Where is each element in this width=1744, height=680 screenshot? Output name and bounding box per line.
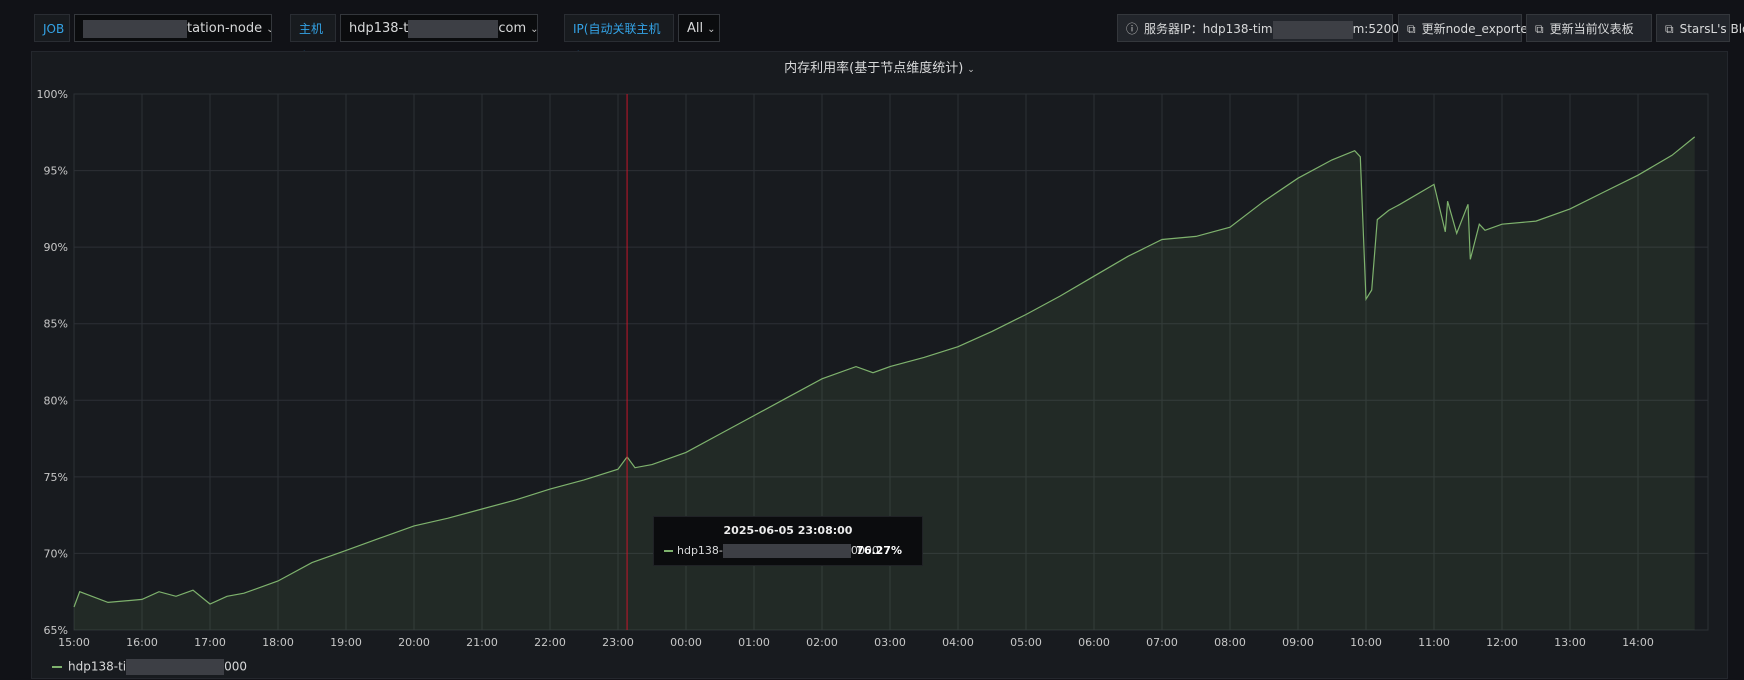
- tooltip-row: hdp138- 0000: 76.27%: [664, 544, 912, 558]
- host-select[interactable]: hdp138-t com ⌄: [340, 14, 538, 42]
- info-icon: ⓘ: [1126, 22, 1139, 36]
- chevron-down-icon: ⌄: [967, 65, 975, 75]
- blog-label: StarsL's Blog: [1679, 22, 1744, 36]
- server-ip-link[interactable]: ⓘ 服务器IP：hdp138-tim m:52000: [1117, 14, 1407, 42]
- series-line: [73, 136, 1696, 608]
- chart-grid: [73, 93, 1709, 631]
- x-tick-label: 08:00: [1214, 636, 1246, 649]
- tooltip-value: 76.27%: [856, 544, 902, 557]
- y-tick-label: 65%: [44, 624, 68, 637]
- x-tick-label: 01:00: [738, 636, 770, 649]
- chevron-down-icon: ⌄: [266, 24, 271, 35]
- update-exporter-label: 更新node_exporter: [1421, 22, 1533, 36]
- x-tick-label: 23:00: [602, 636, 634, 649]
- y-tick-label: 75%: [44, 471, 68, 484]
- update-dashboard-label: 更新当前仪表板: [1549, 22, 1634, 36]
- tooltip-series-suffix: 0000:: [850, 544, 883, 557]
- external-link-icon: ⧉: [1665, 22, 1674, 36]
- x-tick-label: 10:00: [1350, 636, 1382, 649]
- tooltip-time: 2025-06-05 23:08:00: [723, 524, 853, 537]
- y-tick-label: 85%: [44, 318, 68, 331]
- server-ip-prefix: 服务器IP：hdp138-tim: [1144, 22, 1273, 36]
- x-tick-label: 20:00: [398, 636, 430, 649]
- update-dashboard-button[interactable]: ⧉ 更新当前仪表板: [1526, 14, 1652, 42]
- series-area: [74, 136, 1695, 630]
- x-tick-label: 12:00: [1486, 636, 1518, 649]
- update-exporter-button[interactable]: ⧉ 更新node_exporter: [1398, 14, 1533, 42]
- y-tick-label: 100%: [37, 88, 68, 101]
- y-tick-label: 95%: [44, 165, 68, 178]
- x-tick-label: 04:00: [942, 636, 974, 649]
- ip-select[interactable]: All ⌄: [678, 14, 720, 42]
- x-tick-label: 06:00: [1078, 636, 1110, 649]
- x-tick-label: 19:00: [330, 636, 362, 649]
- x-tick-label: 00:00: [670, 636, 702, 649]
- x-tick-label: 21:00: [466, 636, 498, 649]
- host-select-prefix: hdp138-t: [349, 21, 409, 36]
- y-tick-label: 90%: [44, 241, 68, 254]
- x-tick-label: 16:00: [126, 636, 158, 649]
- legend-series-suffix: 000: [224, 659, 248, 674]
- x-tick-label: 13:00: [1554, 636, 1586, 649]
- job-label: JOB: [34, 14, 70, 42]
- hover-tooltip: 2025-06-05 23:08:00 hdp138- 0000: 76.27%: [653, 516, 923, 566]
- x-tick-label: 11:00: [1418, 636, 1450, 649]
- redacted-block: [83, 19, 187, 38]
- y-tick-label: 80%: [44, 394, 68, 407]
- y-tick-label: 70%: [44, 547, 68, 560]
- panel-title-text: 内存利用率(基于节点维度统计): [784, 61, 964, 76]
- server-ip-suffix: m:52000: [1352, 22, 1407, 36]
- ip-select-value: All: [687, 21, 704, 36]
- x-tick-label: 17:00: [194, 636, 226, 649]
- legend-series-prefix: hdp138-ti: [68, 659, 127, 674]
- redacted-block: [408, 19, 499, 38]
- x-tick-label: 18:00: [262, 636, 294, 649]
- job-select-value: tation-node: [187, 21, 263, 36]
- series-swatch: [52, 666, 62, 668]
- x-tick-label: 14:00: [1622, 636, 1654, 649]
- y-axis: 65% 70% 75% 80% 85% 90% 95% 100%: [37, 88, 68, 637]
- redacted-block: [126, 659, 225, 675]
- legend[interactable]: hdp138-ti 000: [52, 659, 247, 675]
- x-tick-label: 15:00: [58, 636, 90, 649]
- external-link-icon: ⧉: [1535, 22, 1544, 36]
- external-link-icon: ⧉: [1407, 22, 1416, 36]
- redacted-block: [1272, 20, 1353, 39]
- x-tick-label: 02:00: [806, 636, 838, 649]
- series-swatch: [664, 550, 673, 552]
- tooltip-series-prefix: hdp138-: [677, 544, 723, 557]
- graph-panel: 内存利用率(基于节点维度统计) ⌄: [31, 51, 1728, 679]
- panel-title[interactable]: 内存利用率(基于节点维度统计) ⌄: [32, 57, 1727, 76]
- x-tick-label: 07:00: [1146, 636, 1178, 649]
- x-tick-label: 22:00: [534, 636, 566, 649]
- host-select-suffix: com: [498, 21, 527, 36]
- chevron-down-icon: ⌄: [707, 24, 716, 35]
- x-tick-label: 03:00: [874, 636, 906, 649]
- job-select[interactable]: tation-node⌄: [74, 14, 272, 42]
- blog-button[interactable]: ⧉ StarsL's Blog: [1656, 14, 1744, 42]
- redacted-block: [722, 544, 851, 558]
- x-tick-label: 09:00: [1282, 636, 1314, 649]
- chevron-down-icon: ⌄: [530, 24, 538, 35]
- x-axis: 15:00 16:00 17:00 18:00 19:00 20:00 21:00 22:00…: [58, 636, 1654, 649]
- x-tick-label: 05:00: [1010, 636, 1042, 649]
